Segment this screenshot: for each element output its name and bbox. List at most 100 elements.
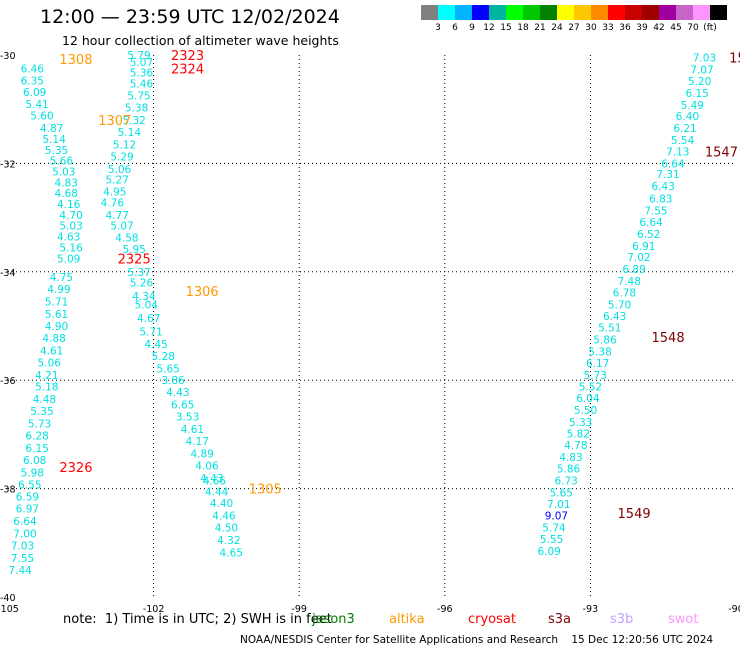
- wave-height-value: 5.49: [681, 100, 704, 112]
- wave-height-value: 4.89: [190, 448, 213, 460]
- wave-height-value: 4.87: [40, 123, 63, 135]
- wave-height-value: 5.04: [135, 299, 159, 311]
- wave-height-value: 5.26: [130, 278, 154, 290]
- scale-swatch: [642, 5, 659, 20]
- wave-height-value: 5.06: [38, 357, 62, 369]
- pass-number-label: 2323: [171, 49, 204, 64]
- wave-height-value: 6.73: [554, 475, 577, 487]
- wave-height-value: 6.78: [613, 287, 636, 299]
- page-subtitle: 12 hour collection of altimeter wave hei…: [62, 33, 339, 48]
- satellite-legend-item: cryosat: [468, 612, 516, 627]
- wave-height-value: 6.64: [639, 217, 663, 229]
- wave-height-value: 6.17: [586, 358, 609, 370]
- wave-height-value: 5.28: [152, 351, 175, 363]
- satellite-legend-item: s3b: [610, 612, 634, 627]
- wave-height-value: 5.73: [584, 370, 607, 382]
- scale-label: 30: [585, 23, 597, 33]
- y-tick-label: -30: [0, 51, 16, 62]
- scale-label: 45: [670, 23, 682, 33]
- wave-height-value: 5.75: [127, 91, 150, 103]
- pass-number-label: 1548: [652, 331, 685, 346]
- wave-height-value: 6.28: [25, 430, 48, 442]
- scale-swatch: [659, 5, 676, 20]
- wave-height-value: 7.01: [547, 499, 570, 511]
- wave-height-value: 5.61: [45, 309, 68, 321]
- wave-height-value: 4.61: [181, 424, 204, 436]
- scale-label: 9: [469, 23, 475, 33]
- wave-height-value: 4.45: [144, 339, 167, 351]
- scale-swatch: [574, 5, 591, 20]
- wave-height-value: 5.73: [28, 419, 51, 431]
- wave-height-value: 4.21: [35, 370, 58, 382]
- wave-height-value: 6.21: [673, 123, 696, 135]
- wave-height-value: 6.04: [576, 393, 600, 405]
- wave-height-value: 5.38: [125, 103, 148, 115]
- wave-height-value: 4.90: [45, 321, 68, 333]
- wave-height-value: 6.55: [18, 479, 41, 491]
- wave-height-value: 5.20: [688, 76, 711, 88]
- wave-height-value: 6.59: [16, 492, 39, 504]
- wave-height-value: 5.29: [110, 151, 133, 163]
- wave-height-value: 6.43: [652, 181, 675, 193]
- wave-height-value: 7.00: [13, 529, 36, 541]
- wave-height-value: 4.76: [101, 197, 125, 209]
- wave-height-value: 3.86: [161, 375, 185, 387]
- scale-label: 27: [568, 23, 580, 33]
- wave-height-value: 5.32: [122, 115, 145, 127]
- wave-height-value: 4.32: [217, 535, 240, 547]
- scale-label: 39: [636, 23, 648, 33]
- wave-height-value: 6.15: [25, 443, 48, 455]
- wave-height-value: 6.43: [603, 311, 626, 323]
- pass-number-label: 1549: [618, 507, 651, 522]
- wave-height-value: 4.61: [40, 345, 63, 357]
- wave-height-value: 5.16: [59, 242, 83, 254]
- wave-height-value: 5.65: [550, 487, 573, 499]
- wave-height-value: 5.12: [113, 139, 136, 151]
- wave-height-value: 5.33: [569, 417, 592, 429]
- scale-label: 18: [517, 23, 529, 33]
- wave-height-value: 4.83: [55, 177, 78, 189]
- wave-height-value: 6.97: [16, 504, 39, 516]
- wave-height-value: 4.77: [106, 210, 129, 222]
- wave-height-value: 7.55: [644, 206, 667, 218]
- wave-height-value: 5.74: [542, 523, 566, 535]
- wave-height-value: 6.89: [622, 264, 645, 276]
- wave-height-value: 5.18: [35, 382, 58, 394]
- wave-height-value: 5.65: [156, 363, 179, 375]
- wave-height-value: 5.03: [52, 167, 75, 179]
- wave-height-value: 4.78: [564, 440, 587, 452]
- wave-height-value: 5.09: [57, 253, 80, 265]
- scale-label: 24: [551, 23, 563, 33]
- wave-height-value: 4.63: [57, 232, 80, 244]
- wave-height-value: 5.03: [59, 221, 82, 233]
- grid-lines: [8, 55, 736, 597]
- wave-height-value: 5.46: [130, 79, 154, 91]
- wave-height-value: 6.35: [21, 75, 44, 87]
- wave-height-value: 5.55: [540, 534, 563, 546]
- wave-height-value: 5.38: [588, 346, 611, 358]
- scale-label: 6: [452, 23, 458, 33]
- scale-swatch: [693, 5, 710, 20]
- wave-height-value: 5.37: [127, 267, 150, 279]
- wave-height-value: 4.44: [205, 486, 229, 498]
- wave-height-value: 4.65: [220, 548, 243, 560]
- wave-height-value: 9.07: [545, 511, 568, 523]
- pass-number-label: 2324: [171, 63, 204, 78]
- scale-swatch: [438, 5, 455, 20]
- x-tick-label: -90: [728, 604, 740, 615]
- wave-height-value: 4.06: [195, 460, 219, 472]
- wave-height-value: 6.46: [21, 64, 45, 76]
- wave-height-value: 5.98: [21, 467, 44, 479]
- wave-height-value: 4.75: [50, 272, 73, 284]
- scale-swatch: [506, 5, 523, 20]
- wave-height-value: 5.36: [130, 67, 154, 79]
- scale-label: 33: [602, 23, 614, 33]
- pass-number-label: 1308: [59, 53, 92, 68]
- wave-height-value: 5.54: [671, 135, 695, 147]
- scale-label: (ft): [703, 23, 717, 33]
- x-tick-label: -99: [291, 604, 307, 615]
- wave-height-value: 7.44: [8, 565, 32, 577]
- wave-height-value: 4.17: [186, 436, 209, 448]
- wave-height-value: 4.16: [57, 199, 81, 211]
- wave-height-value: 5.95: [122, 244, 145, 256]
